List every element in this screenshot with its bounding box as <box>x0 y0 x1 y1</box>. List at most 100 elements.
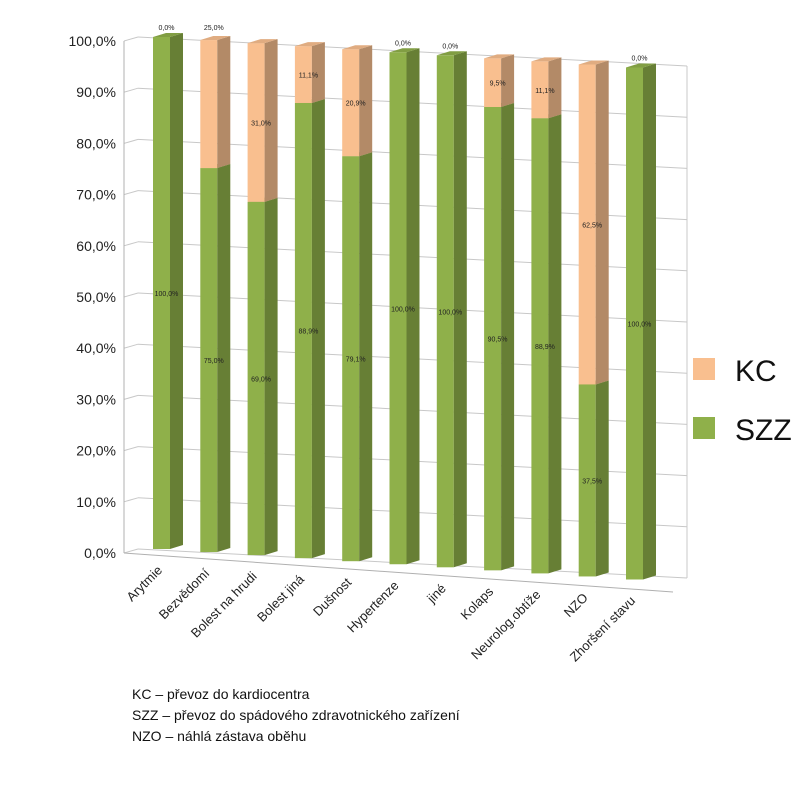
bar-segment-kc <box>531 57 562 119</box>
data-labels: 100,0% 0,0% 75,0% 25,0% 69,0% 31,0% 88,9% 11,1%… <box>155 25 652 485</box>
legend-swatch-szz <box>693 417 715 439</box>
data-label-szz: 100,0% <box>628 322 652 329</box>
bar-top <box>626 63 656 68</box>
y-tick-label: 60,0% <box>76 238 116 254</box>
bar-side <box>643 63 656 580</box>
x-tick-label: jiné <box>423 581 449 607</box>
gridline-side <box>123 138 139 144</box>
bar-side <box>406 48 420 565</box>
bar-side <box>170 33 183 549</box>
gridline-side <box>123 292 139 298</box>
bar-segment-szz <box>484 102 515 571</box>
data-label-szz: 69,0% <box>251 376 271 383</box>
bar-front <box>342 156 360 562</box>
bar-side <box>359 152 373 562</box>
bar-segment-szz <box>247 197 278 556</box>
bar-segment-szz <box>578 380 609 577</box>
data-label-szz: 100,0% <box>391 306 415 313</box>
bar-front <box>153 37 170 549</box>
bar-front <box>484 58 502 107</box>
legend-label-szz: SZZ <box>735 414 792 447</box>
bar-side <box>595 60 609 385</box>
gridline-side <box>123 394 139 400</box>
data-label-kc: 0,0% <box>395 40 411 47</box>
bar-side <box>264 197 278 556</box>
bar-front <box>294 102 312 559</box>
bar-top <box>484 54 515 59</box>
data-label-kc: 31,0% <box>251 120 271 127</box>
bar-top <box>342 45 373 50</box>
data-label-szz: 88,9% <box>535 344 555 351</box>
x-tick-label: Arytmie <box>123 563 165 605</box>
y-tick-label: 70,0% <box>76 187 116 203</box>
bar-side <box>311 42 325 103</box>
bar-side <box>311 98 325 559</box>
data-label-szz: 100,0% <box>155 291 179 298</box>
legend-swatch-kc <box>693 358 715 380</box>
bar-segment-kc <box>247 39 278 202</box>
data-label-szz: 90,5% <box>488 337 508 344</box>
bar-top <box>294 42 325 47</box>
x-tick-label: Kolaps <box>458 584 497 623</box>
gridline-side <box>123 36 139 42</box>
data-label-szz: 75,0% <box>204 358 224 365</box>
bar-segment-kc <box>484 54 515 107</box>
bar-side <box>595 380 609 577</box>
bar-segment-szz <box>342 152 373 562</box>
y-tick-label: 40,0% <box>76 340 116 356</box>
bar-front <box>247 201 265 556</box>
footnotes: KC – převoz do kardiocentra SZZ – převoz… <box>132 684 460 747</box>
bar-front <box>389 52 407 565</box>
y-tick-label: 80,0% <box>76 135 116 151</box>
bar-front <box>626 67 643 580</box>
bar-front <box>578 384 596 577</box>
gridline-side <box>123 241 139 247</box>
data-label-kc: 0,0% <box>159 25 175 32</box>
axes <box>123 41 688 593</box>
gridline-side <box>123 548 139 554</box>
bar-segment-szz <box>153 33 183 549</box>
bar-front <box>200 168 218 553</box>
y-tick-label: 100,0% <box>69 33 116 49</box>
bar-segment-kc <box>342 45 373 157</box>
x-tick-label: Dušnost <box>310 574 355 619</box>
gridline-side <box>123 343 139 349</box>
bar-side <box>501 54 515 107</box>
data-label-szz: 79,1% <box>346 357 366 364</box>
footnote-kc: KC – převoz do kardiocentra <box>132 686 310 702</box>
bar-segment-kc <box>294 42 325 103</box>
bar-side <box>264 39 278 202</box>
data-label-szz: 100,0% <box>438 309 462 316</box>
bar-side <box>548 57 562 119</box>
data-label-kc: 20,9% <box>346 101 366 108</box>
gridline-side <box>123 446 139 452</box>
bar-top <box>389 48 420 53</box>
bar-segment-szz <box>389 48 420 565</box>
bars <box>153 33 656 580</box>
y-axis-tick-labels: 0,0% 10,0% 20,0% 30,0% 40,0% 50,0% 60,0% 70,0% 8… <box>69 33 116 561</box>
data-label-kc: 11,1% <box>299 73 318 80</box>
y-tick-label: 90,0% <box>76 84 116 100</box>
bar-top <box>153 33 183 37</box>
bar-side <box>217 36 231 169</box>
gridline-side <box>123 190 139 196</box>
stacked-bar-chart: 0,0% 10,0% 20,0% 30,0% 40,0% 50,0% 60,0% 70,0% 8… <box>69 25 792 664</box>
bar-front <box>436 55 454 568</box>
bar-front <box>578 64 596 385</box>
footnote-szz: SZZ – převoz do spádového zdravotnického… <box>132 707 460 723</box>
bar-side <box>359 45 373 157</box>
bar-top <box>247 39 278 44</box>
y-tick-label: 20,0% <box>76 443 116 459</box>
legend-label-kc: KC <box>735 355 777 388</box>
y-tick-label: 30,0% <box>76 391 116 407</box>
gridline-side <box>123 497 139 503</box>
bar-front <box>247 43 265 202</box>
bar-top <box>200 36 231 41</box>
x-axis-line <box>123 552 674 593</box>
data-label-kc: 0,0% <box>442 43 458 50</box>
bar-segment-szz <box>531 114 562 574</box>
bar-front <box>294 46 312 103</box>
bar-segment-szz <box>626 63 656 580</box>
legend: KC SZZ <box>693 355 792 447</box>
data-label-kc: 62,5% <box>582 222 602 229</box>
